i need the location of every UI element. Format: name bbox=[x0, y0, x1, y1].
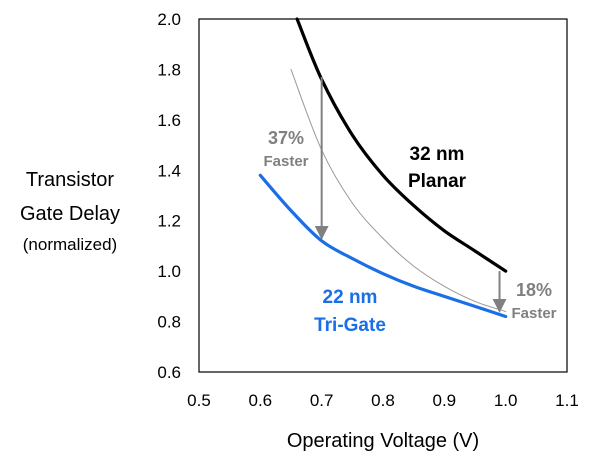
y-axis-ticks: 0.6 0.8 1.0 1.2 1.4 1.6 1.8 2.0 bbox=[157, 10, 181, 382]
y-tick-label: 1.8 bbox=[157, 60, 181, 79]
x-tick-label: 0.7 bbox=[310, 391, 334, 410]
x-tick-label: 0.9 bbox=[433, 391, 457, 410]
series-label-32nm-line-1: 32 nm bbox=[410, 144, 465, 165]
y-tick-label: 1.0 bbox=[157, 262, 181, 281]
y-tick-label: 1.6 bbox=[157, 111, 181, 130]
series-label-22nm-line-2: Tri-Gate bbox=[314, 315, 386, 336]
annotation-layer bbox=[314, 76, 507, 313]
y-axis-title-line-3: (normalized) bbox=[23, 235, 117, 254]
x-tick-label: 1.0 bbox=[494, 391, 518, 410]
x-axis-ticks: 0.5 0.6 0.7 0.8 0.9 1.0 1.1 bbox=[187, 391, 579, 410]
x-tick-label: 0.6 bbox=[249, 391, 273, 410]
annotation-18-percent: 18% bbox=[516, 280, 552, 300]
y-tick-label: 1.4 bbox=[157, 161, 181, 180]
y-tick-label: 2.0 bbox=[157, 10, 181, 29]
y-axis-title-line-2: Gate Delay bbox=[20, 203, 120, 225]
series-line-22nm-tri-gate bbox=[258, 173, 508, 319]
series-label-22nm-line-1: 22 nm bbox=[323, 287, 378, 308]
y-axis-title-line-1: Transistor bbox=[26, 169, 115, 191]
y-tick-label: 1.2 bbox=[157, 212, 181, 231]
y-tick-label: 0.8 bbox=[157, 313, 181, 332]
x-axis-title: Operating Voltage (V) bbox=[287, 430, 479, 452]
x-tick-label: 0.8 bbox=[371, 391, 395, 410]
plot-frame bbox=[198, 18, 568, 373]
annotation-18-faster: Faster bbox=[511, 305, 556, 322]
annotation-37-faster: Faster bbox=[263, 153, 308, 170]
annotation-37-percent: 37% bbox=[268, 128, 304, 148]
y-tick-label: 0.6 bbox=[157, 363, 181, 382]
x-tick-label: 0.5 bbox=[187, 391, 211, 410]
series-label-32nm-line-2: Planar bbox=[408, 171, 467, 192]
x-tick-label: 1.1 bbox=[555, 391, 579, 410]
series-line-32nm-planar bbox=[295, 17, 508, 273]
